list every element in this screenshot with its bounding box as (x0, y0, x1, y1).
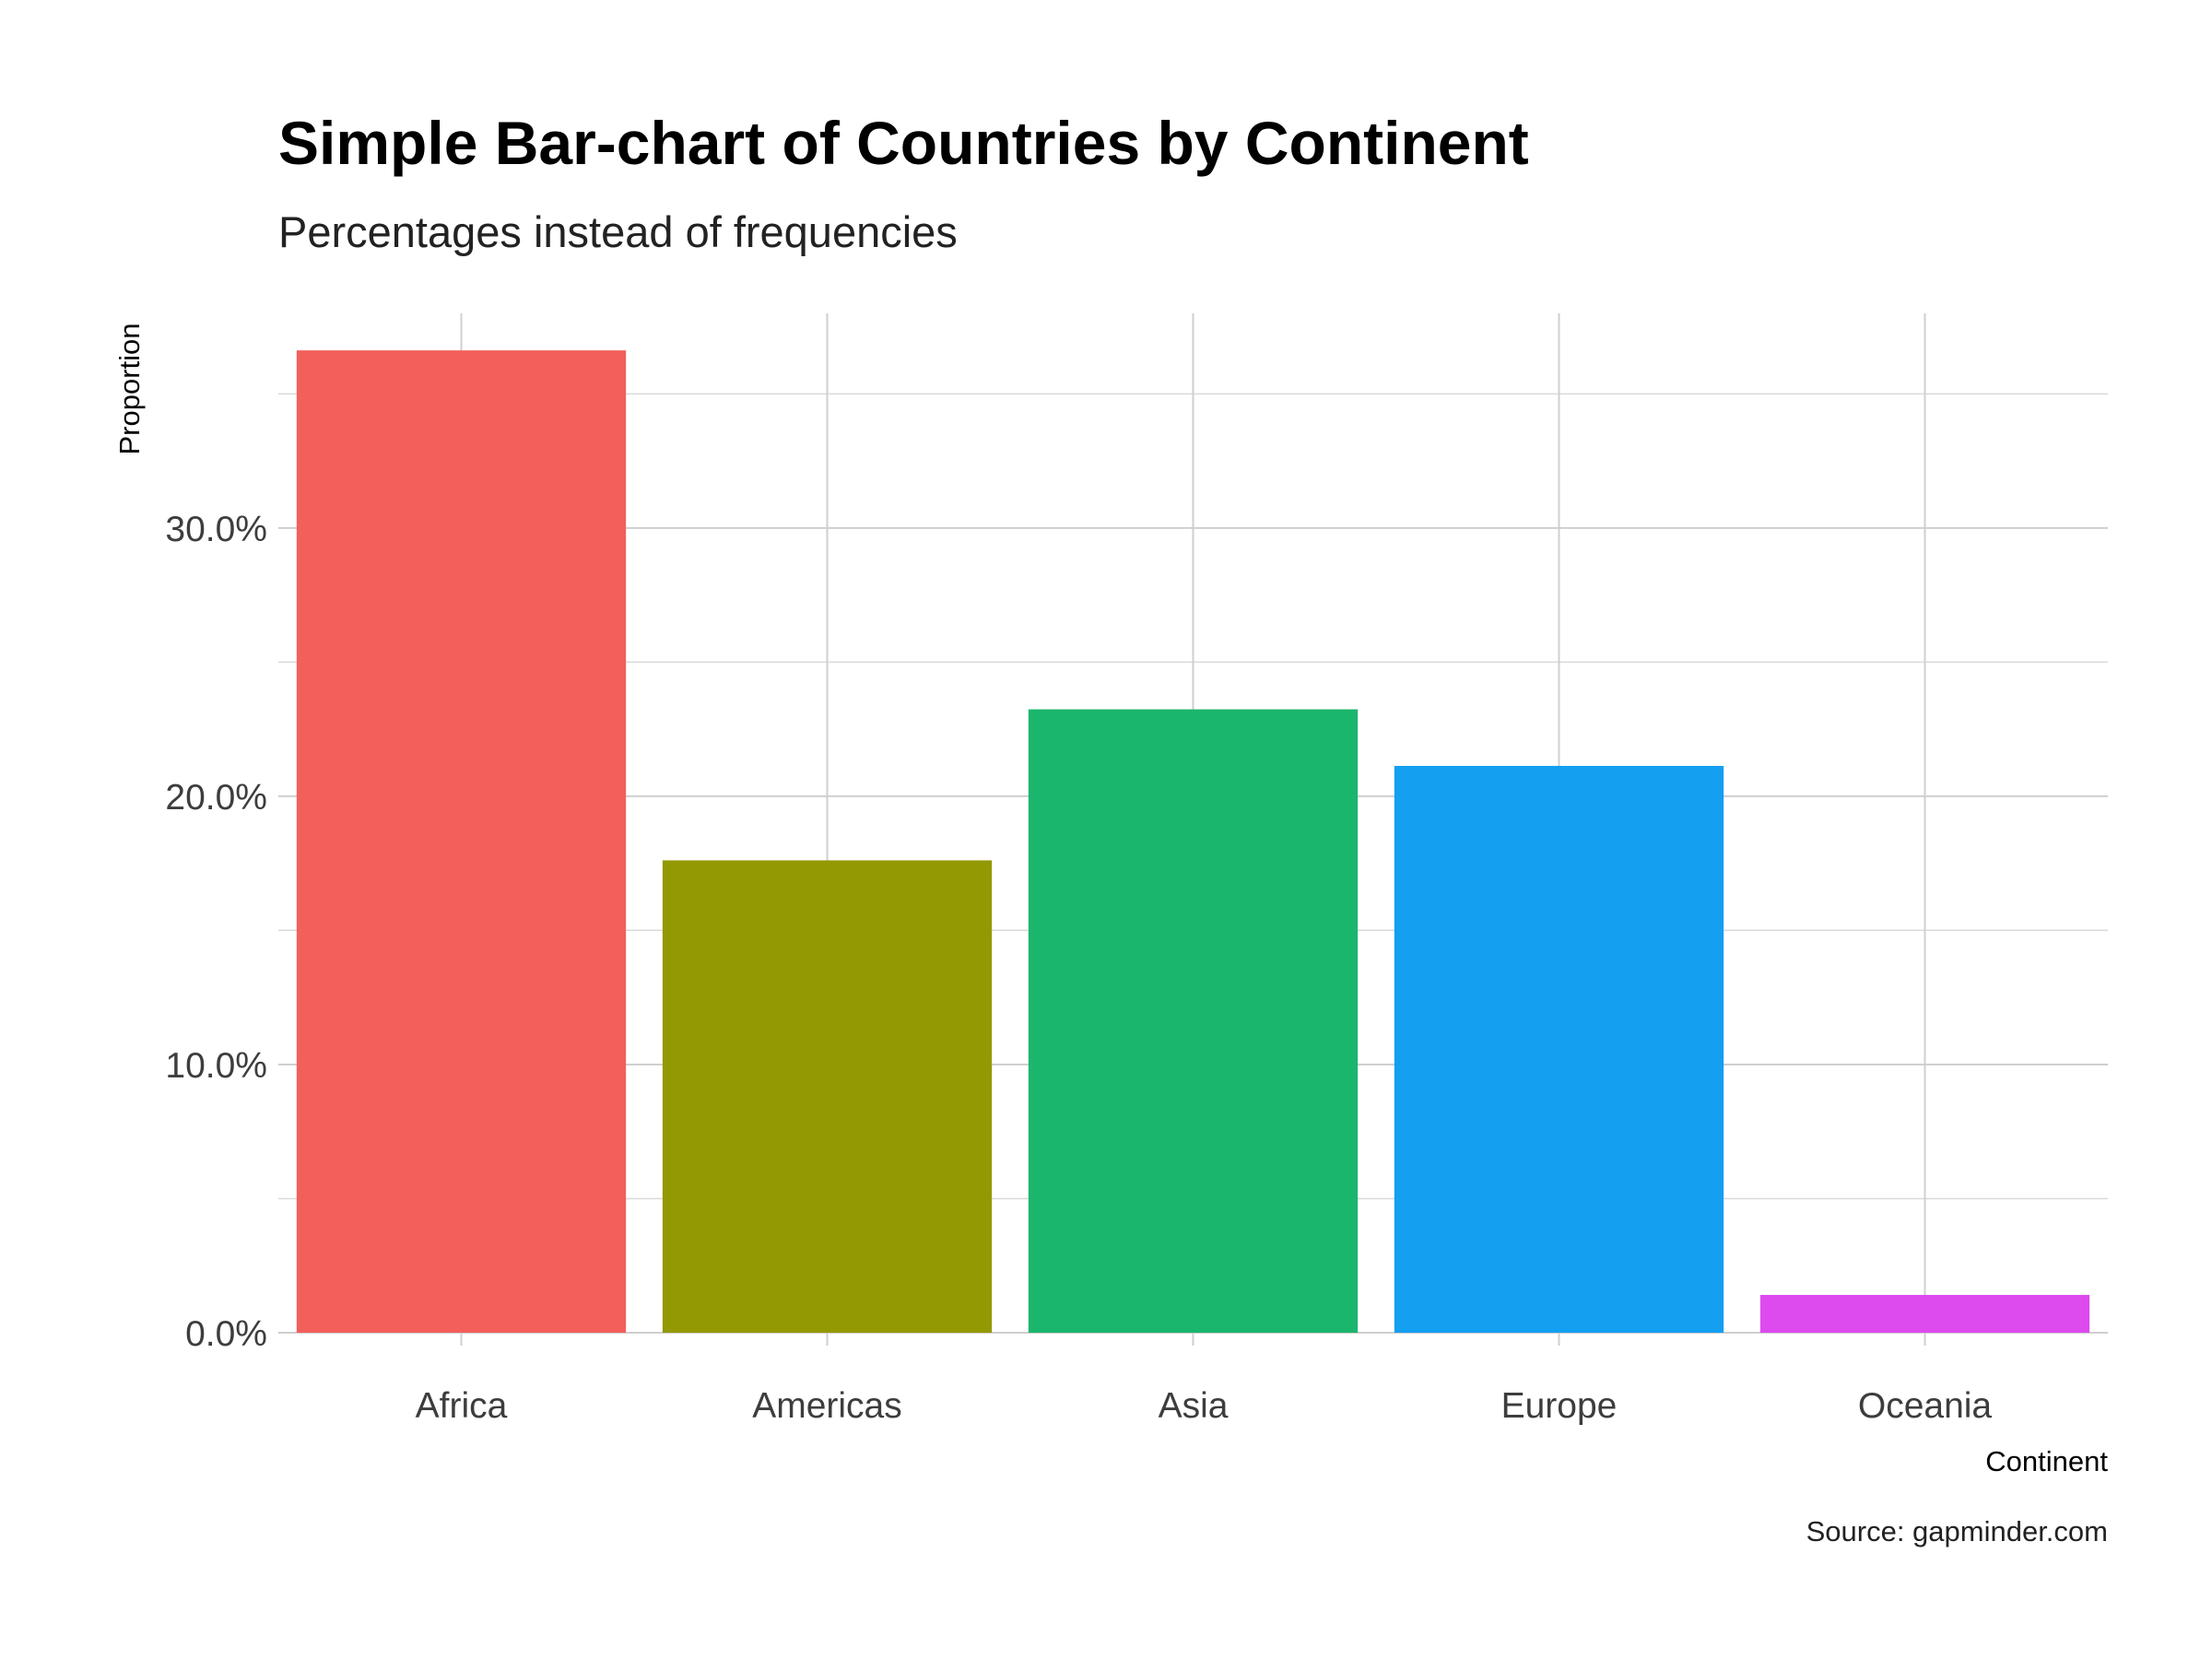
y-axis-ticks: 0.0% 10.0% 20.0% 30.0% (165, 510, 267, 1354)
x-tick-label: Americas (752, 1386, 902, 1426)
bar-americas (662, 860, 993, 1333)
x-tick-label: Asia (1159, 1386, 1229, 1426)
x-tick-label: Europe (1501, 1386, 1618, 1426)
bar-africa (296, 350, 627, 1333)
chart-subtitle: Percentages instead of frequencies (278, 207, 958, 256)
chart-caption: Source: gapminder.com (1806, 1515, 2108, 1547)
bar-europe (1394, 766, 1724, 1333)
y-tick-label: 30.0% (165, 510, 267, 549)
y-axis-title: Proportion (113, 323, 146, 454)
bar-asia (1028, 709, 1359, 1333)
x-tick-label: Oceania (1858, 1386, 1993, 1426)
x-axis-title: Continent (1985, 1445, 2108, 1477)
bar-oceania (1759, 1294, 2090, 1333)
y-tick-label: 20.0% (165, 778, 267, 818)
bars (296, 350, 2090, 1333)
chart-title: Simple Bar-chart of Countries by Contine… (278, 109, 1529, 177)
y-tick-label: 0.0% (185, 1314, 267, 1354)
y-tick-label: 10.0% (165, 1046, 267, 1086)
x-tick-label: Africa (416, 1386, 508, 1426)
x-axis-ticks: Africa Americas Asia Europe Oceania (416, 1386, 1993, 1426)
